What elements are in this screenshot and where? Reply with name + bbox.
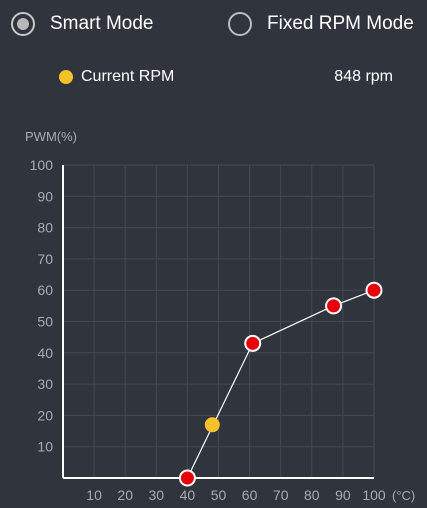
- current-rpm-label: Current RPM: [81, 68, 175, 85]
- x-tick-label: 40: [180, 487, 196, 503]
- y-tick-label: 40: [37, 345, 53, 361]
- fan-curve-point[interactable]: [178, 469, 196, 487]
- smart-mode-label[interactable]: Smart Mode: [50, 13, 154, 34]
- x-tick-label: 20: [117, 487, 133, 503]
- y-tick-label: 30: [37, 376, 53, 392]
- y-tick-label: 80: [37, 220, 53, 236]
- y-tick-label: 100: [30, 157, 54, 173]
- y-tick-label: 90: [37, 188, 53, 204]
- y-tick-label: 20: [37, 407, 53, 423]
- x-tick-label: 60: [242, 487, 258, 503]
- fan-curve-point[interactable]: [325, 297, 343, 315]
- x-tick-label: 90: [335, 487, 351, 503]
- fan-curve-point[interactable]: [365, 281, 383, 299]
- current-rpm-row: Current RPM 848 rpm: [59, 66, 399, 88]
- x-axis-title: (°C): [392, 488, 415, 503]
- smart-mode-radio[interactable]: [11, 12, 35, 36]
- x-tick-label: 80: [304, 487, 320, 503]
- x-tick-label: 10: [86, 487, 102, 503]
- smart-mode-option[interactable]: Smart Mode: [11, 10, 153, 38]
- x-tick-label: 70: [273, 487, 289, 503]
- fixed-rpm-mode-option[interactable]: Fixed RPM Mode: [228, 10, 414, 38]
- y-tick-label: 60: [37, 282, 53, 298]
- current-rpm-dot-icon: [59, 70, 73, 84]
- fixed-rpm-mode-radio[interactable]: [228, 12, 252, 36]
- fan-curve-point[interactable]: [244, 334, 262, 352]
- y-axis-title: PWM(%): [25, 129, 77, 144]
- y-tick-label: 70: [37, 251, 53, 267]
- x-tick-label: 50: [211, 487, 227, 503]
- x-tick-label: 100: [362, 487, 386, 503]
- fan-curve-line: [186, 289, 375, 479]
- current-rpm-point: [204, 417, 220, 433]
- y-tick-label: 10: [37, 439, 53, 455]
- x-tick-label: 30: [149, 487, 165, 503]
- y-tick-label: 50: [37, 314, 53, 330]
- fixed-rpm-mode-label[interactable]: Fixed RPM Mode: [267, 13, 414, 34]
- current-rpm-value: 848 rpm: [334, 68, 393, 85]
